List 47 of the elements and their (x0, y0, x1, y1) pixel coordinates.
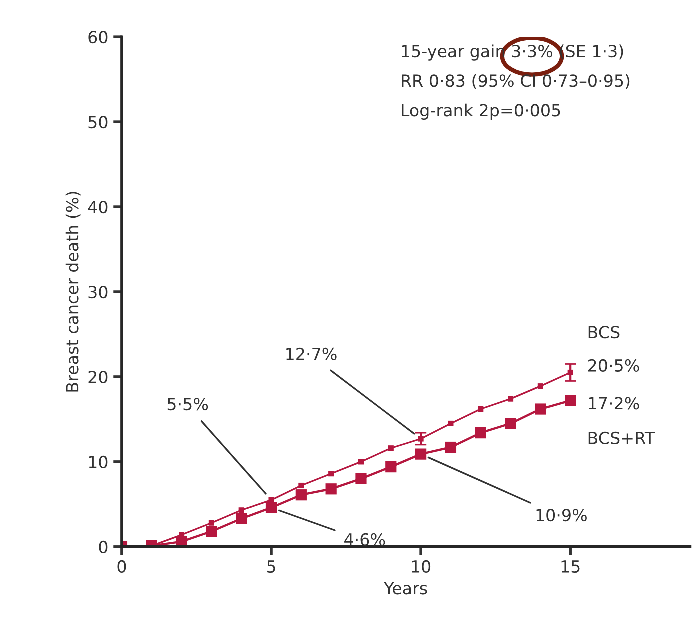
annotation: 20·5% (588, 359, 640, 372)
point (538, 384, 544, 390)
text: BCS (588, 326, 620, 339)
point (565, 395, 576, 406)
point (358, 459, 364, 465)
point (448, 420, 454, 426)
point (356, 473, 367, 485)
point (388, 446, 394, 452)
annotation: 5·5% (168, 398, 208, 411)
y-tick-label: 20 (88, 370, 108, 384)
point (386, 462, 397, 473)
y-tick-label: 30 (88, 286, 108, 299)
point (266, 502, 278, 514)
x-tick-label: 10 (412, 560, 431, 574)
point (298, 482, 304, 489)
annotation: 10·9% (536, 509, 587, 522)
point (475, 428, 486, 439)
y-tick-label: 60 (88, 31, 108, 44)
point (508, 396, 514, 402)
x-tick-label: 15 (562, 560, 580, 574)
annotation: Log-rank 2p=0·005 (402, 104, 560, 120)
series-label: BCS+RT (588, 432, 656, 444)
point (415, 448, 427, 460)
point (208, 520, 214, 526)
y-tick-label: 50 (88, 116, 108, 129)
point (206, 526, 218, 538)
point (478, 406, 484, 412)
point (296, 490, 307, 501)
y-tick-label: 10 (89, 456, 108, 469)
point (328, 471, 334, 477)
y-axis-title: Breast cancer death (%) (66, 192, 81, 392)
y-tick-label: 0 (99, 540, 108, 554)
point (268, 497, 274, 503)
x-axis-title: Years (384, 582, 428, 595)
annotation: 17·2% (589, 397, 640, 410)
point (505, 418, 516, 430)
point (445, 442, 457, 454)
annotation: 4·6% (344, 533, 386, 546)
point (535, 404, 546, 415)
x-tick-label: 0 (118, 560, 126, 574)
y-tick-label: 40 (88, 200, 108, 214)
point (236, 513, 248, 524)
point (326, 484, 337, 495)
x-tick-label: 5 (267, 560, 276, 574)
annotation: RR 0·83 (95% CI 0·73–0·95) (402, 74, 630, 90)
point (238, 508, 244, 514)
annotation: 12·7% (286, 348, 337, 361)
